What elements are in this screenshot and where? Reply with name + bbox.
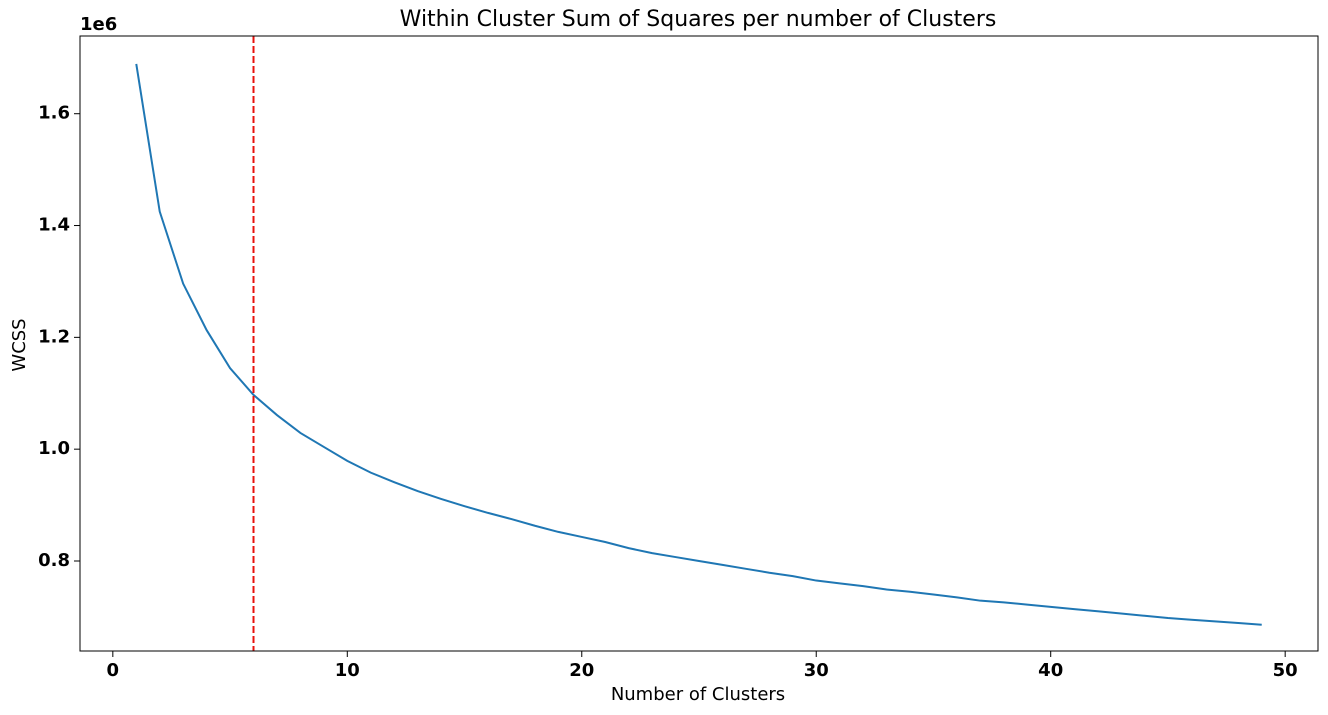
plot-frame [79, 35, 1319, 652]
y-tick-label: 1.6 [38, 103, 70, 124]
y-tick-label: 1.4 [38, 215, 70, 236]
y-axis-label: WCSS [9, 318, 30, 371]
x-tick-label: 40 [1038, 660, 1063, 681]
chart-title: Within Cluster Sum of Squares per number… [400, 7, 997, 32]
x-tick-label: 0 [107, 660, 120, 681]
y-tick-label: 0.8 [38, 550, 70, 571]
y-tick-label: 1.0 [38, 438, 70, 459]
x-axis-label: Number of Clusters [611, 684, 785, 705]
x-tick-label: 20 [569, 660, 594, 681]
y-offset-label: 1e6 [80, 14, 117, 35]
x-tick-label: 10 [335, 660, 360, 681]
x-tick-label: 30 [804, 660, 829, 681]
x-tick-label: 50 [1273, 660, 1298, 681]
y-tick-label: 1.2 [38, 326, 70, 347]
data-line [135, 63, 1262, 626]
